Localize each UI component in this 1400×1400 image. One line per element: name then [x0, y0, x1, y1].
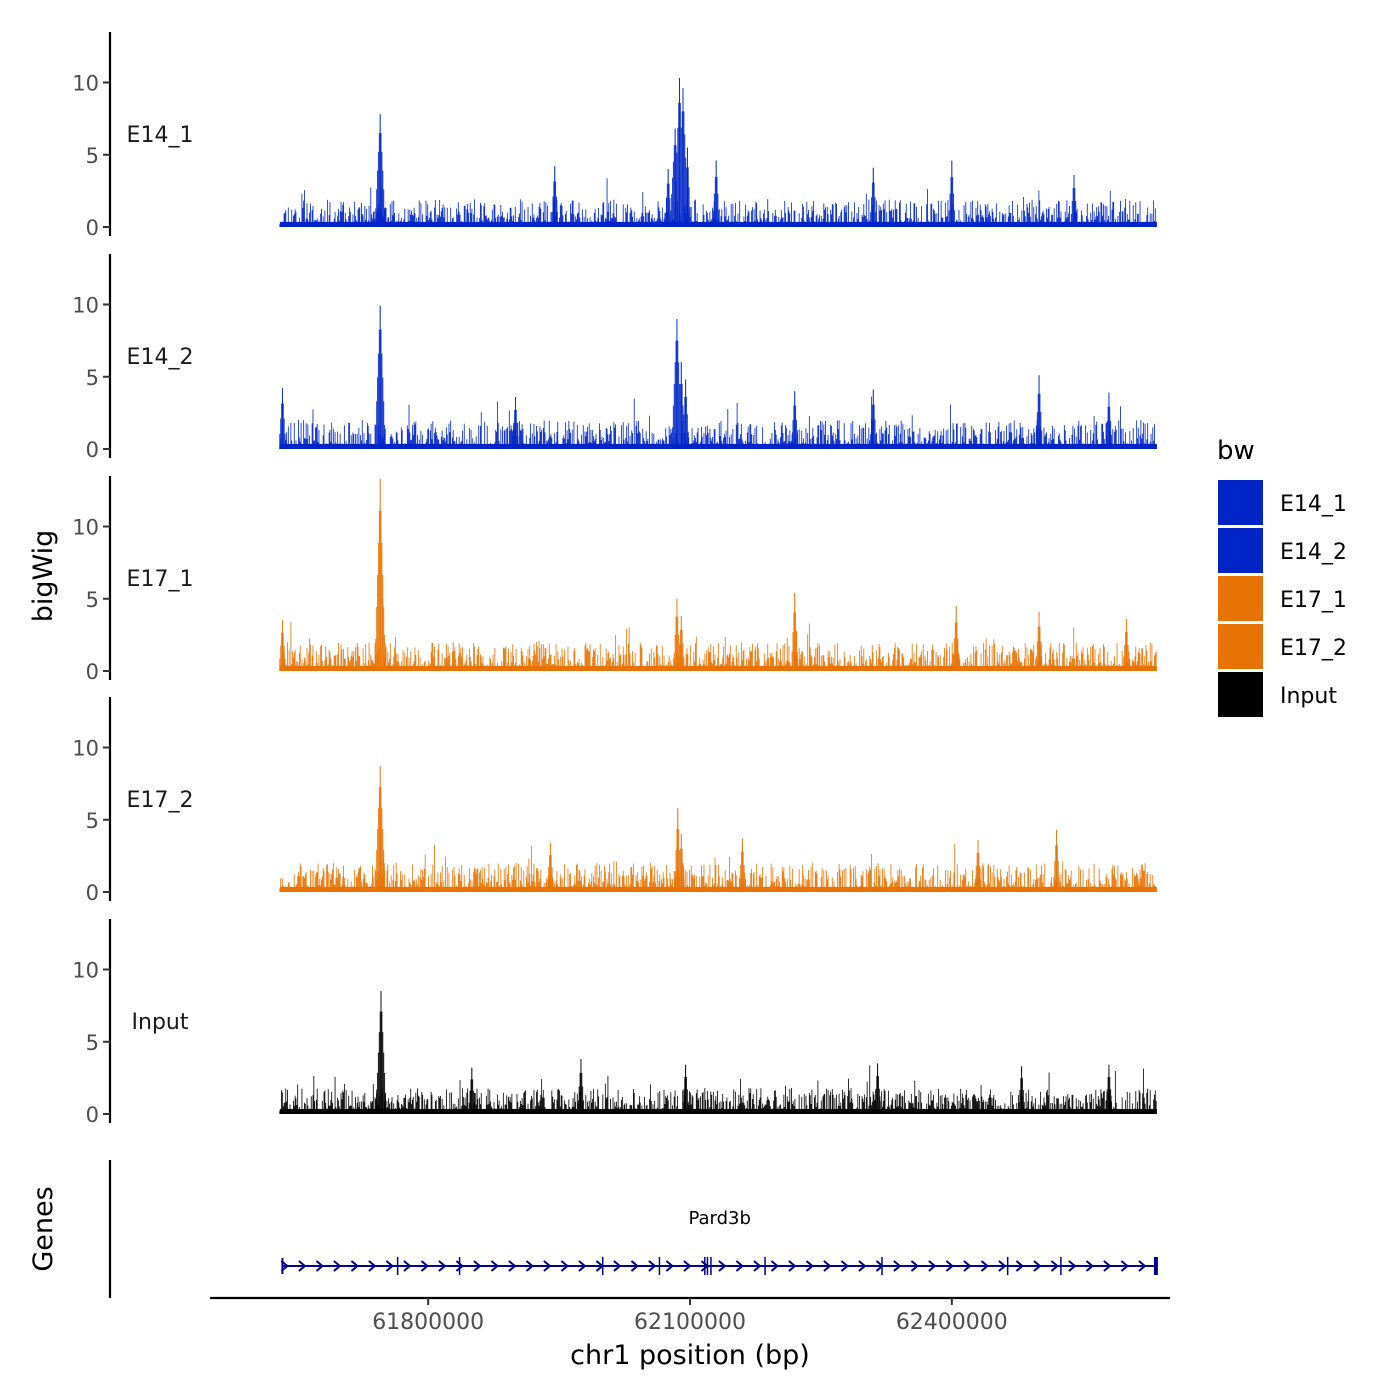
legend-label: Input: [1280, 684, 1337, 709]
legend-key: [1218, 576, 1263, 621]
track-e17-1: 0 5 10 E17_1: [72, 476, 1157, 684]
legend-item-e14-2: E14_2: [1218, 528, 1347, 573]
legend-key: [1218, 528, 1263, 573]
coverage-tracks: 0 5 10 E14_1 0 5 10 E14_2 0 5 10 E17_1 0 5 10 E17_2 0 5 10…: [72, 32, 1157, 1127]
track-label: E14_2: [127, 345, 194, 370]
legend-item-e14-1: E14_1: [1218, 480, 1347, 525]
legend-key: [1218, 624, 1263, 669]
y-tick-label: 10: [72, 294, 99, 318]
y-tick-label: 0: [86, 216, 99, 240]
y-tick-label: 10: [72, 72, 99, 96]
track-input: 0 5 10 Input: [72, 919, 1157, 1127]
coverage-baseline: [279, 443, 1157, 449]
track-e14-2: 0 5 10 E14_2: [72, 254, 1157, 462]
legend-key: [1218, 672, 1263, 717]
coverage-baseline: [279, 886, 1157, 892]
legend-key: [1218, 480, 1263, 525]
genes-axis-title: Genes: [28, 1186, 59, 1271]
x-tick-label: 62400000: [896, 1310, 1008, 1335]
coverage-peak-cluster: [375, 78, 1078, 227]
coverage-peak-cluster: [376, 991, 1113, 1114]
y-tick-label: 10: [72, 959, 99, 983]
track-e17-2: 0 5 10 E17_2: [72, 697, 1157, 905]
track-label: Input: [132, 1010, 189, 1035]
x-tick-label: 61800000: [372, 1310, 484, 1335]
track-label: E17_1: [127, 567, 194, 592]
coverage-baseline: [279, 1108, 1157, 1114]
track-e14-1: 0 5 10 E14_1: [72, 32, 1157, 240]
coverage-peak-cluster: [375, 766, 1060, 892]
gene-start: [281, 1258, 284, 1274]
y-tick-label: 10: [72, 516, 99, 540]
y-tick-label: 0: [86, 881, 99, 905]
legend-label: E17_1: [1280, 588, 1347, 613]
gene-track: Pard3b: [108, 1160, 1158, 1298]
track-label: E17_2: [127, 788, 194, 813]
y-tick-label: 5: [86, 144, 99, 168]
y-tick-label: 5: [86, 366, 99, 390]
x-axis-title: chr1 position (bp): [570, 1340, 810, 1371]
legend-title: bw: [1217, 436, 1255, 466]
gene-label: Pard3b: [688, 1208, 750, 1229]
x-axis: 61800000 62100000 62400000: [210, 1296, 1170, 1335]
coverage-peak-cluster: [279, 305, 1113, 449]
y-tick-label: 5: [86, 809, 99, 833]
track-label: E14_1: [127, 123, 194, 148]
y-tick-label: 0: [86, 1103, 99, 1127]
x-tick-label: 62100000: [634, 1310, 746, 1335]
y-axis-title: bigWig: [28, 530, 59, 623]
legend-label: E17_2: [1280, 636, 1347, 661]
y-tick-label: 0: [86, 660, 99, 684]
coverage-peak-cluster: [279, 478, 1130, 671]
legend-item-e17-2: E17_2: [1218, 624, 1347, 669]
legend-label: E14_2: [1280, 540, 1347, 565]
y-tick-label: 5: [86, 1031, 99, 1055]
strand-arrows: [280, 1260, 1147, 1272]
legend-item-e17-1: E17_1: [1218, 576, 1347, 621]
legend-label: E14_1: [1280, 492, 1347, 517]
gene-end: [1153, 1257, 1158, 1275]
y-tick-label: 5: [86, 588, 99, 612]
gene-pard3b: Pard3b: [280, 1208, 1158, 1275]
legend-item-input: Input: [1218, 672, 1337, 717]
coverage-baseline: [279, 665, 1157, 671]
y-tick-label: 10: [72, 737, 99, 761]
legend: bw E14_1 E14_2 E17_1 E17_2 Input: [1217, 436, 1347, 717]
y-tick-label: 0: [86, 438, 99, 462]
